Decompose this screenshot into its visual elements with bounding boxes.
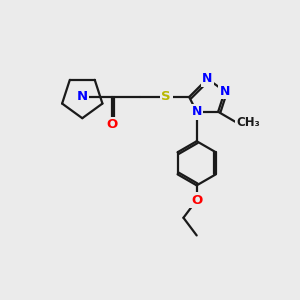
Text: N: N (202, 72, 213, 85)
Text: S: S (161, 91, 171, 103)
Text: N: N (220, 85, 230, 98)
Text: CH₃: CH₃ (236, 116, 260, 129)
Text: O: O (106, 118, 117, 131)
Text: O: O (191, 194, 202, 207)
Text: N: N (77, 91, 88, 103)
Text: N: N (191, 105, 202, 118)
